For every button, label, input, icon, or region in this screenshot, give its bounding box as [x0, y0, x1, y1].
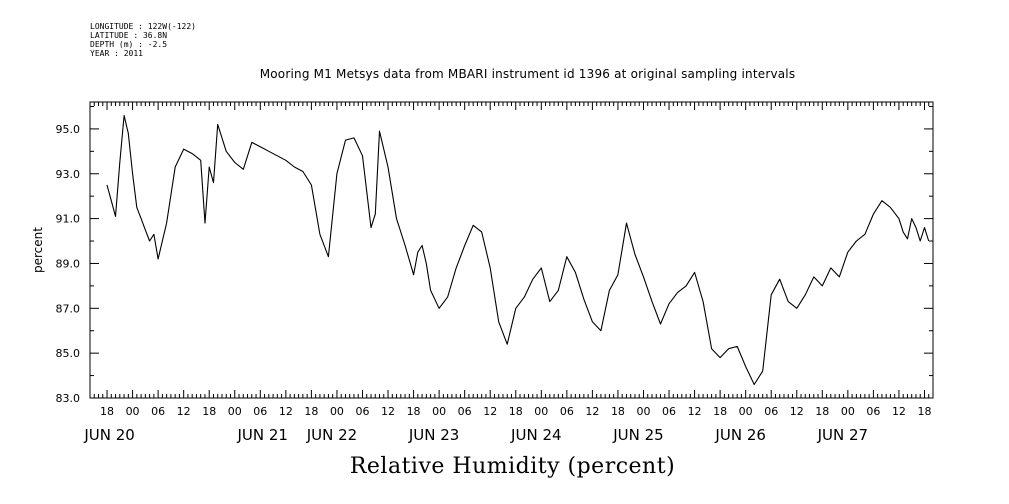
x-tick-label: 06 [764, 405, 778, 418]
x-tick-label: 12 [279, 405, 293, 418]
x-tick-label: 00 [228, 405, 242, 418]
y-axis-title: percent [31, 227, 45, 273]
y-tick-label: 83.0 [56, 392, 81, 405]
x-axis-title: Relative Humidity (percent) [349, 454, 676, 479]
x-tick-label: 18 [304, 405, 318, 418]
x-tick-label: 12 [585, 405, 599, 418]
x-date-label: JUN 27 [817, 426, 868, 444]
x-date-label: JUN 21 [237, 426, 288, 444]
x-tick-label: 18 [509, 405, 523, 418]
y-tick-label: 93.0 [56, 168, 81, 181]
y-tick-label: 87.0 [56, 302, 81, 315]
chart-title: Mooring M1 Metsys data from MBARI instru… [259, 67, 796, 81]
x-tick-label: 06 [662, 405, 676, 418]
y-tick-label: 95.0 [56, 123, 81, 136]
x-tick-label: 18 [100, 405, 114, 418]
x-tick-label: 06 [355, 405, 369, 418]
x-tick-label: 12 [892, 405, 906, 418]
x-tick-label: 18 [917, 405, 931, 418]
metadata-block: LONGITUDE : 122W(-122) LATITUDE : 36.8N … [90, 22, 196, 58]
x-date-label: JUN 26 [714, 426, 765, 444]
chart-title-wrap: Mooring M1 Metsys data from MBARI instru… [0, 67, 1009, 81]
x-tick-label: 06 [560, 405, 574, 418]
x-date-label: JUN 24 [510, 426, 561, 444]
x-tick-label: 12 [790, 405, 804, 418]
x-date-label: JUN 20 [83, 426, 134, 444]
x-tick-label: 00 [432, 405, 446, 418]
latitude-label: LATITUDE : 36.8N [90, 31, 168, 40]
x-tick-label: 06 [151, 405, 165, 418]
x-tick-label: 18 [407, 405, 421, 418]
x-tick-label: 06 [253, 405, 267, 418]
x-tick-label: 00 [841, 405, 855, 418]
x-tick-label: 12 [688, 405, 702, 418]
x-tick-label: 06 [458, 405, 472, 418]
x-tick-label: 18 [202, 405, 216, 418]
x-tick-label: 18 [713, 405, 727, 418]
x-tick-label: 00 [739, 405, 753, 418]
x-tick-label: 18 [815, 405, 829, 418]
x-date-label: JUN 25 [612, 426, 663, 444]
x-tick-label: 00 [330, 405, 344, 418]
x-tick-label: 00 [126, 405, 140, 418]
x-tick-label: 00 [534, 405, 548, 418]
x-tick-label: 12 [177, 405, 191, 418]
x-tick-label: 12 [381, 405, 395, 418]
longitude-label: LONGITUDE : 122W(-122) [90, 22, 196, 31]
x-tick-label: 00 [636, 405, 650, 418]
y-tick-label: 85.0 [56, 347, 81, 360]
depth-label: DEPTH (m) : -2.5 [90, 40, 168, 49]
x-axis-title-wrap: Relative Humidity (percent) [0, 454, 1009, 479]
y-tick-label: 89.0 [56, 257, 81, 270]
x-date-label: JUN 23 [408, 426, 459, 444]
x-date-label: JUN 22 [306, 426, 357, 444]
y-tick-label: 91.0 [56, 213, 81, 226]
x-tick-label: 06 [866, 405, 880, 418]
series-line [106, 114, 930, 386]
year-label: YEAR : 2011 [90, 49, 143, 58]
x-tick-label: 18 [611, 405, 625, 418]
x-tick-label: 12 [483, 405, 497, 418]
